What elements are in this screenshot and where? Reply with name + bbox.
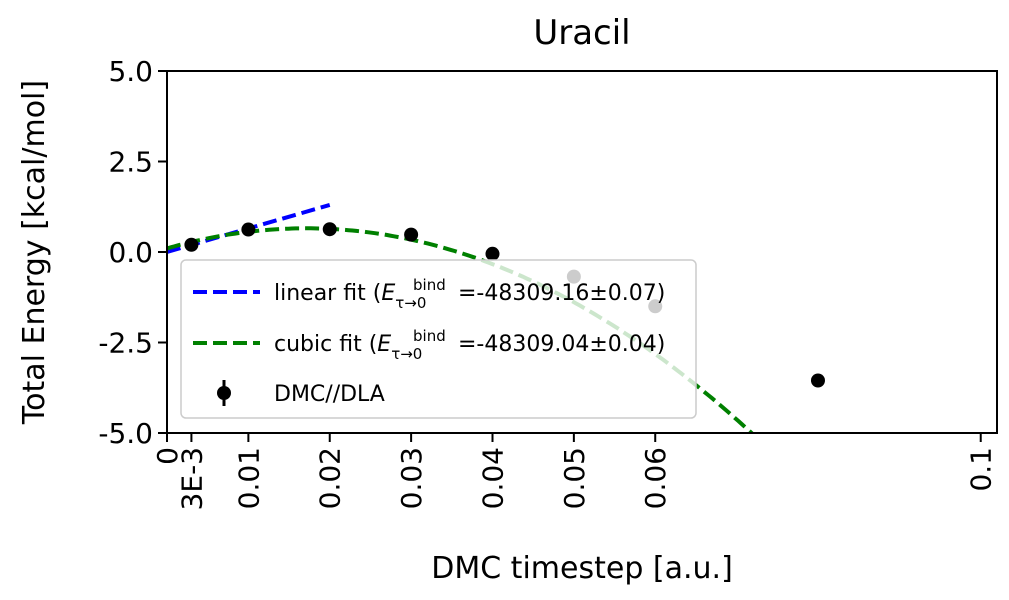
legend-linear-close-paren: ) <box>657 281 666 306</box>
x-tick-label: 0.03 <box>395 447 428 509</box>
y-tick-label: -5.0 <box>98 417 153 450</box>
y-tick-label: 0.0 <box>108 236 153 269</box>
data-point <box>241 222 256 237</box>
data-point <box>485 246 500 261</box>
legend-linear-value: =-48309.16±0.07 <box>458 281 657 306</box>
data-point <box>184 237 199 252</box>
legend-linear-symbol: E <box>381 281 395 306</box>
x-tick-label: 0.01 <box>232 447 265 509</box>
y-tick-label: 5.0 <box>108 55 153 88</box>
legend-linear-open-paren: ( <box>373 281 382 306</box>
legend-cubic-subscript: τ→0 <box>391 345 422 363</box>
legend-cubic-symbol: E <box>377 332 391 357</box>
y-tick-label: 2.5 <box>108 146 153 179</box>
x-tick-label: 0.02 <box>314 447 347 509</box>
y-axis: 5.0 2.5 0.0 -2.5 -5.0 <box>98 55 167 450</box>
y-tick-label: -2.5 <box>98 327 153 360</box>
legend-linear-name: linear fit <box>274 281 366 306</box>
data-point <box>404 227 419 242</box>
legend-points-marker <box>217 386 231 400</box>
legend: linear fit (Eτ→0bind =-48309.16±0.07) cub… <box>180 259 697 419</box>
legend-cubic-value: =-48309.04±0.04 <box>458 332 657 357</box>
x-axis-label: DMC timestep [a.u.] <box>431 551 733 586</box>
legend-linear-superscript: bind <box>413 276 446 294</box>
x-tick-label: 0.06 <box>639 447 672 509</box>
legend-cubic-close-paren: ) <box>657 332 666 357</box>
legend-cubic-name: cubic fit <box>274 332 362 357</box>
x-tick-label: 0.1 <box>965 447 998 492</box>
y-axis-label: Total Energy [kcal/mol] <box>17 80 52 425</box>
legend-linear-subscript: τ→0 <box>395 294 426 312</box>
x-tick-label: 3E-3 <box>175 447 208 510</box>
legend-cubic-label: cubic fit (Eτ→0bind =-48309.04±0.04) <box>274 327 665 363</box>
data-point <box>810 373 825 388</box>
x-tick-label: 0.05 <box>558 447 591 509</box>
x-tick-label: 0.04 <box>476 447 509 509</box>
legend-cubic-open-paren: ( <box>369 332 378 357</box>
x-tick-label: 0 <box>151 447 184 465</box>
legend-box <box>180 259 697 419</box>
legend-linear-label: linear fit (Eτ→0bind =-48309.16±0.07) <box>274 276 665 312</box>
legend-points-label: DMC//DLA <box>274 382 385 407</box>
chart-title: Uracil <box>533 13 630 53</box>
legend-cubic-superscript: bind <box>413 327 446 345</box>
data-point <box>322 222 337 237</box>
x-axis: 03E-3 0.01 0.02 0.03 0.04 0.05 0.06 0.1 <box>151 433 998 510</box>
